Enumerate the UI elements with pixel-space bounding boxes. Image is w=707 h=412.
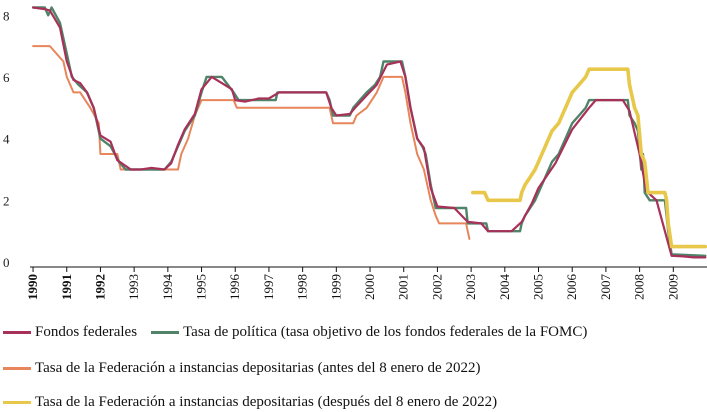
x-axis-ticks: 1990 1991 1992 1993 1994 1995 1996 1997 1998 1999… [25, 267, 680, 300]
legend-row-3: Tasa de la Federación a instancias depos… [3, 394, 497, 411]
legend-swatch-tasa-despues [3, 401, 31, 404]
x-tick-label-1999: 1999 [328, 274, 343, 300]
series-line-tasa-de-la-federacion-a-instancias-depos [32, 45, 471, 240]
legend-row-1: Fondos federales Tasa de política (tasa … [3, 324, 587, 341]
legend-swatch-tasa-politica [151, 331, 180, 334]
x-tick-label-2004: 2004 [497, 274, 512, 301]
legend-label-fondos-federales: Fondos federales [35, 324, 138, 340]
x-tick-label-1994: 1994 [160, 274, 175, 301]
x-tick-label-1996: 1996 [227, 274, 242, 301]
x-tick-label-2003: 2003 [463, 274, 478, 300]
x-tick-label-1990: 1990 [25, 274, 40, 300]
y-tick-label-6: 6 [3, 70, 10, 85]
legend-swatch-fondos-federales [3, 331, 31, 334]
x-tick-label-1997: 1997 [261, 274, 276, 301]
x-tick-label-2002: 2002 [429, 274, 444, 300]
series-line-tasa-de-politica-tasa-objetivo-de-los-fo [31, 6, 707, 258]
legend-label-tasa-despues: Tasa de la Federación a instancias depos… [35, 394, 498, 410]
legend-row-2: Tasa de la Federación a instancias depos… [3, 360, 480, 377]
legend-label-tasa-antes: Tasa de la Federación a instancias depos… [35, 360, 481, 376]
y-axis-tick-labels: 0 2 4 6 8 [3, 8, 10, 270]
x-tick-label-2006: 2006 [564, 274, 579, 301]
x-tick-label-2009: 2009 [665, 274, 680, 300]
series-line-tasa-de-la-federacion-a-instancias-depos [470, 67, 707, 249]
legend-label-tasa-politica: Tasa de política (tasa objetivo de los f… [183, 324, 588, 340]
legend-swatch-tasa-antes [3, 367, 31, 370]
y-tick-label-4: 4 [3, 132, 10, 147]
x-tick-label-1992: 1992 [92, 274, 107, 300]
x-tick-label-1993: 1993 [126, 274, 141, 300]
y-tick-label-0: 0 [3, 255, 10, 270]
x-tick-label-2000: 2000 [362, 274, 377, 300]
series-line-fondos-federales [31, 6, 707, 259]
x-tick-label-1998: 1998 [295, 274, 310, 300]
y-tick-label-2: 2 [3, 193, 10, 208]
x-tick-label-2005: 2005 [531, 274, 546, 300]
x-tick-label-1995: 1995 [194, 274, 209, 300]
x-tick-label-2007: 2007 [598, 274, 613, 301]
x-tick-label-2001: 2001 [396, 274, 411, 300]
x-tick-label-1991: 1991 [59, 274, 74, 300]
series-lines [31, 6, 707, 259]
y-tick-label-8: 8 [3, 8, 10, 23]
x-tick-label-2008: 2008 [632, 274, 647, 300]
